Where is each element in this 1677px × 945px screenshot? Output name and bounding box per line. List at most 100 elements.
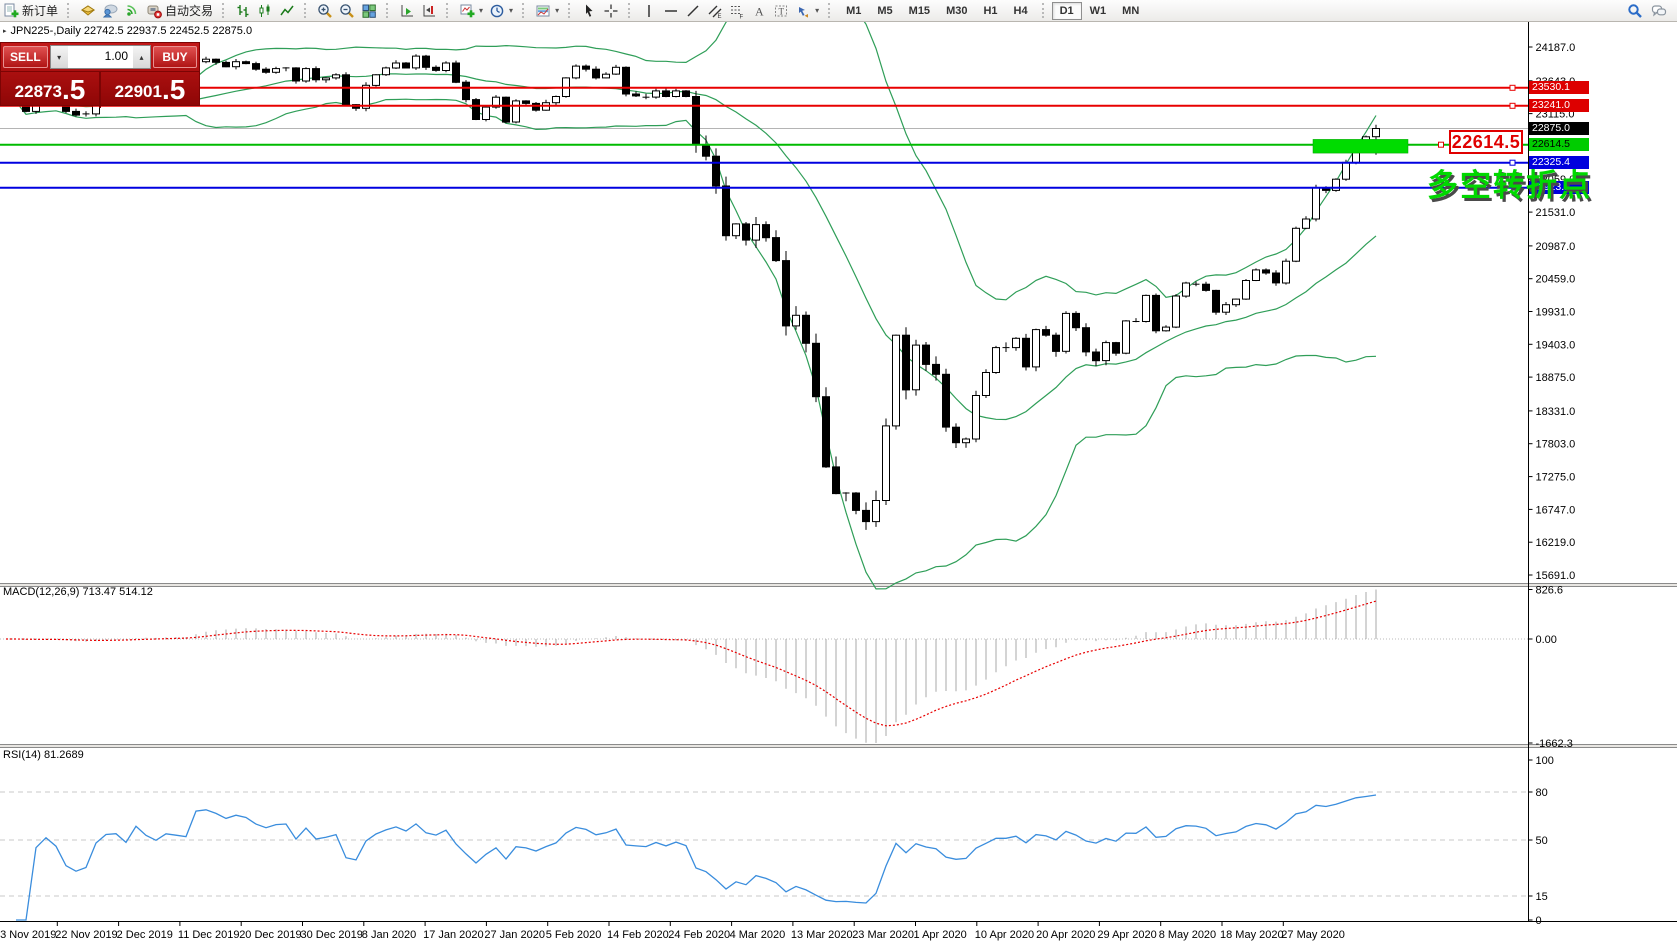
svg-text:15691.0: 15691.0 <box>1536 570 1576 582</box>
volume-decrease-button[interactable]: ▾ <box>50 46 68 68</box>
text-button[interactable]: A <box>748 1 770 20</box>
svg-text:20 Apr 2020: 20 Apr 2020 <box>1036 929 1095 941</box>
equidistant-channel-button[interactable]: E <box>704 1 726 20</box>
svg-text:27 Jan 2020: 27 Jan 2020 <box>484 929 545 941</box>
horizontal-level-lines[interactable] <box>0 84 1529 189</box>
timeframe-button-M15[interactable]: M15 <box>901 2 938 20</box>
svg-text:80: 80 <box>1536 787 1548 799</box>
new-order-button[interactable]: 新订单 <box>0 1 61 20</box>
signals-button[interactable] <box>121 1 143 20</box>
toolbar-grip <box>828 3 834 18</box>
periods-button[interactable]: ▾ <box>486 1 516 20</box>
panel-divider[interactable] <box>0 744 1677 748</box>
periods-clock-icon <box>490 4 504 17</box>
tile-windows-button[interactable] <box>358 1 380 20</box>
svg-text:22 Nov 2019: 22 Nov 2019 <box>55 929 117 941</box>
horizontal-line-button[interactable] <box>660 1 682 20</box>
bar-chart-button[interactable] <box>232 1 254 20</box>
green-zone-rectangle[interactable] <box>1312 139 1409 154</box>
svg-text:24 Feb 2020: 24 Feb 2020 <box>668 929 730 941</box>
arrows-icon <box>799 6 809 18</box>
svg-text:100: 100 <box>1536 755 1554 767</box>
dropdown-caret-icon: ▾ <box>479 6 484 15</box>
price-level-label: 22875.0 <box>1529 122 1589 135</box>
terminal-button[interactable] <box>99 1 121 20</box>
timeframe-button-M1[interactable]: M1 <box>838 2 869 20</box>
candlestick-icon <box>259 4 270 17</box>
svg-text:19403.0: 19403.0 <box>1536 339 1576 351</box>
chart-shift-button[interactable] <box>418 1 440 20</box>
rsi-line <box>16 794 1377 921</box>
svg-text:20 Dec 2019: 20 Dec 2019 <box>239 929 301 941</box>
svg-text:16747.0: 16747.0 <box>1536 504 1576 516</box>
sell-price[interactable]: 22873.5 <box>14 74 86 105</box>
svg-text:20459.0: 20459.0 <box>1536 274 1576 286</box>
svg-text:8 Jan 2020: 8 Jan 2020 <box>362 929 416 941</box>
timeframe-button-H1[interactable]: H1 <box>975 2 1005 20</box>
timeframe-button-W1[interactable]: W1 <box>1082 2 1115 20</box>
panel-divider[interactable] <box>0 583 1677 587</box>
auto-scroll-button[interactable] <box>396 1 418 20</box>
autotrading-button[interactable]: 自动交易 <box>143 1 216 20</box>
svg-text:20987.0: 20987.0 <box>1536 241 1576 253</box>
trade-panel-divider <box>99 72 101 108</box>
svg-text:11 Dec 2019: 11 Dec 2019 <box>178 929 240 941</box>
svg-text:16219.0: 16219.0 <box>1536 537 1576 549</box>
toolbar-grip <box>628 3 634 18</box>
svg-text:19931.0: 19931.0 <box>1536 307 1576 319</box>
auto-scroll-icon <box>401 4 414 16</box>
line-chart-button[interactable] <box>276 1 298 20</box>
zoom-out-button[interactable] <box>336 1 358 20</box>
timeframe-button-M5[interactable]: M5 <box>869 2 900 20</box>
volume-increase-button[interactable]: ▴ <box>133 46 150 68</box>
search-icon[interactable] <box>1627 3 1643 19</box>
fibonacci-button[interactable]: F <box>726 1 748 20</box>
text-label-button[interactable]: T <box>770 1 792 20</box>
metaeditor-button[interactable] <box>77 1 99 20</box>
svg-text:23 Mar 2020: 23 Mar 2020 <box>852 929 914 941</box>
chart-title-text: JPN225-,Daily 22742.5 22937.5 22452.5 22… <box>10 25 253 37</box>
zoom-in-button[interactable] <box>314 1 336 20</box>
price-level-label: 22325.4 <box>1529 156 1589 170</box>
svg-text:15: 15 <box>1536 891 1548 903</box>
svg-text:A: A <box>755 4 764 18</box>
timeframe-button-M30[interactable]: M30 <box>938 2 975 20</box>
buy-button[interactable]: BUY <box>153 46 197 68</box>
price-alert-box[interactable]: 22614.5 <box>1449 130 1523 154</box>
svg-text:13 Nov 2019: 13 Nov 2019 <box>0 929 56 941</box>
dropdown-caret-icon: ▾ <box>555 6 560 15</box>
volume-value[interactable]: 1.00 <box>104 49 128 63</box>
add-indicator-button[interactable]: ▾ <box>456 1 486 20</box>
candlestick-button[interactable] <box>254 1 276 20</box>
cursor-button[interactable] <box>578 1 600 20</box>
sell-button[interactable]: SELL <box>3 46 48 68</box>
trendline-button[interactable] <box>682 1 704 20</box>
zoom-in-icon <box>318 3 332 18</box>
autotrading-label: 自动交易 <box>165 4 214 18</box>
templates-button[interactable]: ▾ <box>532 1 562 20</box>
buy-price[interactable]: 22901.5 <box>114 74 186 105</box>
dropdown-caret-icon: ▾ <box>815 6 820 15</box>
timeframe-button-H4[interactable]: H4 <box>1006 2 1036 20</box>
chart-title: ▸ JPN225-,Daily 22742.5 22937.5 22452.5 … <box>3 25 252 37</box>
crosshair-button[interactable] <box>600 1 622 20</box>
volume-stepper: ▾ 1.00 ▴ <box>49 45 151 69</box>
svg-text:17 Jan 2020: 17 Jan 2020 <box>423 929 484 941</box>
one-click-toggle-icon[interactable]: ▸ <box>3 28 7 35</box>
svg-text:826.6: 826.6 <box>1536 585 1564 597</box>
toolbar-grip <box>522 3 528 18</box>
svg-text:T: T <box>779 6 785 16</box>
chat-icon[interactable] <box>1651 3 1667 19</box>
text-icon: A <box>755 4 764 18</box>
bar-chart-icon <box>237 4 249 17</box>
svg-text:10 Apr 2020: 10 Apr 2020 <box>975 929 1034 941</box>
timeframe-button-D1[interactable]: D1 <box>1051 1 1082 20</box>
arrows-button[interactable]: ▾ <box>792 1 822 20</box>
timeframe-button-MN[interactable]: MN <box>1114 2 1147 20</box>
rsi-panel: 100 80 50 15 0 <box>0 755 1554 927</box>
svg-text:24187.0: 24187.0 <box>1536 42 1576 54</box>
svg-text:50: 50 <box>1536 835 1548 847</box>
vertical-line-button[interactable] <box>638 1 660 20</box>
